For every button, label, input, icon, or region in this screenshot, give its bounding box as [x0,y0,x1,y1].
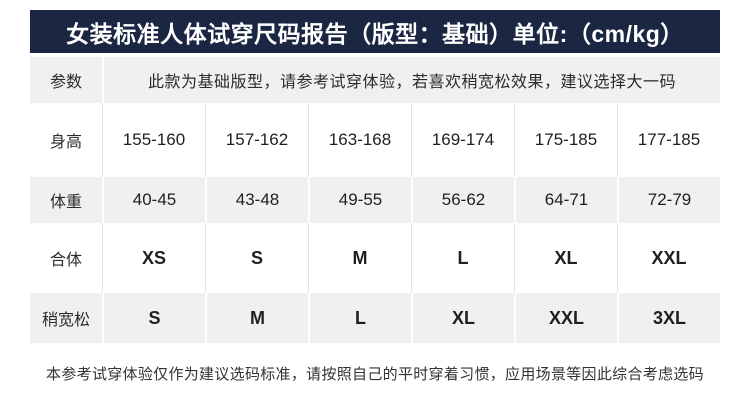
row-label: 体重 [30,177,102,223]
size-value: M [205,293,308,343]
size-value: L [308,293,411,343]
height-range: 175-185 [514,103,617,177]
table-row-height: 身高 155-160 157-162 163-168 169-174 175-1… [30,103,720,177]
row-label: 合体 [49,252,82,269]
report-title-bar: 女装标准人体试穿尺码报告（版型：基础）单位:（cm/kg） [30,10,720,53]
params-note: 此款为基础版型，请参考试穿体验，若喜欢稍宽松效果，建议选择大一码 [102,57,720,103]
weight-range: 64-71 [514,177,617,223]
size-value: L [411,223,514,293]
report-title: 女装标准人体试穿尺码报告（版型：基础）单位:（cm/kg） [66,20,684,47]
weight-range: 40-45 [102,177,205,223]
weight-range: 43-48 [205,177,308,223]
weight-range: 72-79 [617,177,720,223]
height-range: 169-174 [411,103,514,177]
footer-note: 本参考试穿体验仅作为建议选码标准，请按照自己的平时穿着习惯，应用场景等因此综合考… [46,366,704,383]
table-row-weight: 体重 40-45 43-48 49-55 56-62 64-71 72-79 [30,177,720,223]
row-label: 稍宽松 [30,293,102,343]
size-value: XS [102,223,205,293]
height-range: 155-160 [102,103,205,177]
size-table: 参数 此款为基础版型，请参考试穿体验，若喜欢稍宽松效果，建议选择大一码 身高 1… [30,57,720,343]
size-value: S [102,293,205,343]
table-row-fit-size: 合体 XS S M L XL XXL [30,223,720,293]
weight-range: 49-55 [308,177,411,223]
table-row-loose-size: 稍宽松 S M L XL XXL 3XL [30,293,720,343]
size-value: XL [514,223,617,293]
row-label: 身高 [49,134,82,151]
row-label: 参数 [30,57,102,103]
height-range: 157-162 [205,103,308,177]
size-value: XXL [617,223,720,293]
size-value: 3XL [617,293,720,343]
weight-range: 56-62 [411,177,514,223]
size-value: XL [411,293,514,343]
height-range: 163-168 [308,103,411,177]
size-value: XXL [514,293,617,343]
table-row-params: 参数 此款为基础版型，请参考试穿体验，若喜欢稍宽松效果，建议选择大一码 [30,57,720,103]
height-range: 177-185 [617,103,720,177]
size-value: M [308,223,411,293]
size-value: S [205,223,308,293]
